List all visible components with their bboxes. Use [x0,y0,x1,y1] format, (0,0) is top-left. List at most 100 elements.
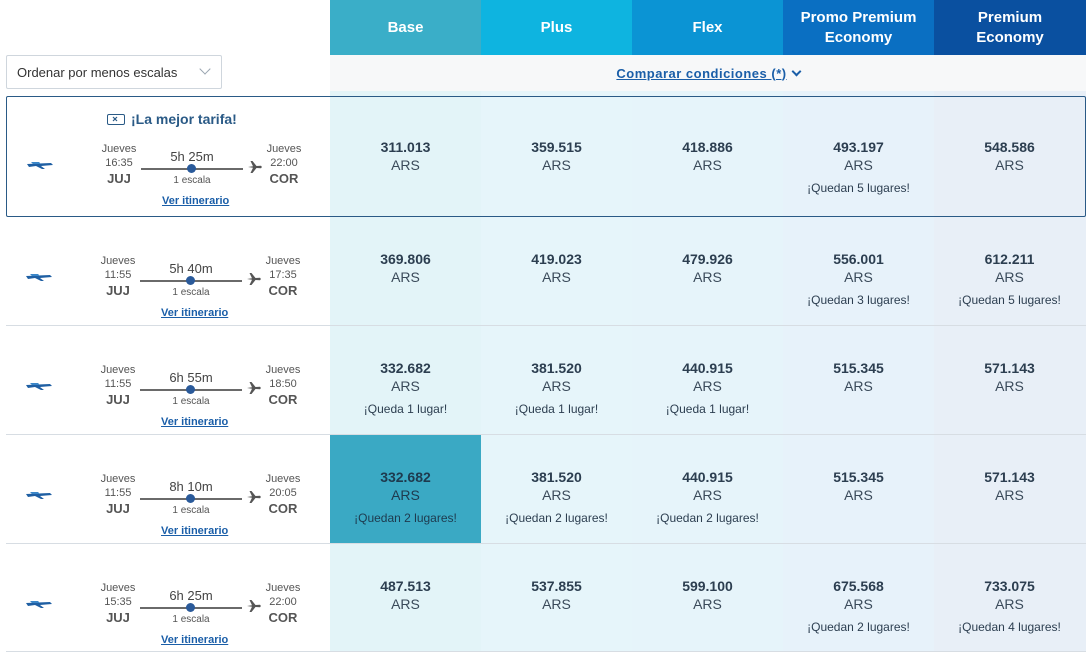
flight-row[interactable]: ¡La mejor tarifa! Jueves 16:35 JUJ 5h 25m 1 e… [6,96,1086,217]
airplane-icon [246,598,262,614]
airline-logo-icon [24,270,54,284]
stops-count: 1 escala [172,614,210,625]
departure-day: Jueves [100,255,136,267]
stop-dot [186,276,195,285]
route-line [140,603,242,613]
fare-currency: ARS [391,378,420,394]
fare-currency: ARS [995,378,1024,394]
fare-cell[interactable]: 675.568 ARS ¡Quedan 2 lugares! [783,544,934,651]
arrival-time: 18:50 [269,378,297,390]
departure-time: 16:35 [105,157,133,169]
fare-cell[interactable]: 419.023 ARS [481,217,632,325]
arrival-airport: COR [269,171,299,186]
arrival-info: Jueves 20:05 COR [263,473,303,516]
chevron-down-icon [791,66,802,76]
fare-cell[interactable]: 571.143 ARS [934,326,1085,434]
sort-dropdown-label: Ordenar por menos escalas [17,64,178,80]
departure-info: Jueves 15:35 JUJ [98,582,138,625]
flight-info: Jueves 11:55 JUJ 6h 55m 1 escala Jueves 18:50 C… [6,326,330,434]
fare-cell[interactable]: 311.013 ARS [330,97,481,216]
seats-left: ¡Queda 1 lugar! [363,402,448,416]
fare-price: 571.143 [984,360,1035,376]
fare-cell[interactable]: 479.926 ARS [632,217,783,325]
seats-left: ¡Quedan 5 lugares! [807,181,910,195]
fare-column-bg [632,91,783,652]
fare-cell[interactable]: 548.586 ARS [934,97,1085,216]
duration-text: 5h 25m [170,149,214,164]
fare-price: 612.211 [984,251,1035,267]
fare-price: 440.915 [682,360,733,376]
airline-logo-icon [24,379,54,393]
flight-info: Jueves 15:35 JUJ 6h 25m 1 escala Jueves 22:00 C… [6,544,330,651]
sort-dropdown[interactable]: Ordenar por menos escalas [6,55,222,89]
compare-conditions-link[interactable]: Comparar condiciones (*) [616,66,802,81]
fare-cell[interactable]: 418.886 ARS [632,97,783,216]
fare-price: 381.520 [531,360,582,376]
departure-airport: JUJ [106,283,130,298]
departure-day: Jueves [101,143,137,155]
fare-cell[interactable]: 612.211 ARS ¡Quedan 5 lugares! [934,217,1085,325]
fare-cell[interactable]: 359.515 ARS [481,97,632,216]
fare-price: 332.682 [380,469,431,485]
flight-row[interactable]: Jueves 11:55 JUJ 6h 55m 1 escala Jueves 18:50 C… [6,326,1086,435]
fare-cell[interactable]: 332.682 ARS ¡Queda 1 lugar! [330,326,481,434]
view-itinerary-link[interactable]: Ver itinerario [161,416,229,428]
departure-info: Jueves 16:35 JUJ [99,143,139,186]
fare-header-base[interactable]: Base [330,0,481,55]
stop-dot [186,603,195,612]
view-itinerary-link[interactable]: Ver itinerario [162,195,230,207]
stops-count: 1 escala [172,396,210,407]
fare-cell[interactable]: 733.075 ARS ¡Quedan 4 lugares! [934,544,1085,651]
departure-day: Jueves [100,364,136,376]
view-itinerary-link[interactable]: Ver itinerario [161,525,229,537]
fare-cell[interactable]: 381.520 ARS ¡Quedan 2 lugares! [481,435,632,543]
arrival-airport: COR [268,610,298,625]
fare-cell[interactable]: 332.682 ARS ¡Quedan 2 lugares! [330,435,481,543]
arrival-airport: COR [268,283,298,298]
fare-header-promo-premium-economy[interactable]: Promo Premium Economy [783,0,934,55]
fare-header-premium-economy[interactable]: Premium Economy [934,0,1086,55]
fare-cell[interactable]: 440.915 ARS ¡Quedan 2 lugares! [632,435,783,543]
fare-price: 369.806 [380,251,431,267]
fare-price: 440.915 [682,469,733,485]
flight-row[interactable]: Jueves 11:55 JUJ 5h 40m 1 escala Jueves 17:35 C… [6,217,1086,326]
fare-currency: ARS [693,487,722,503]
fare-cell[interactable]: 381.520 ARS ¡Queda 1 lugar! [481,326,632,434]
departure-info: Jueves 11:55 JUJ [98,364,138,407]
fare-currency: ARS [995,269,1024,285]
view-itinerary-link[interactable]: Ver itinerario [161,634,229,646]
fare-cell[interactable]: 599.100 ARS [632,544,783,651]
fare-header-flex[interactable]: Flex [632,0,783,55]
fare-cell[interactable]: 369.806 ARS [330,217,481,325]
airplane-icon [247,159,263,175]
fare-price: 537.855 [531,578,582,594]
fare-currency: ARS [542,378,571,394]
fare-currency: ARS [844,378,873,394]
seats-left: ¡Quedan 2 lugares! [807,620,910,634]
fare-price: 548.586 [984,139,1035,155]
flight-row[interactable]: Jueves 11:55 JUJ 8h 10m 1 escala Jueves 20:05 C… [6,435,1086,544]
fare-cell[interactable]: 556.001 ARS ¡Quedan 3 lugares! [783,217,934,325]
departure-time: 15:35 [104,596,132,608]
fare-cell[interactable]: 515.345 ARS [783,326,934,434]
seats-left: ¡Quedan 5 lugares! [958,293,1061,307]
seats-left: ¡Queda 1 lugar! [514,402,599,416]
fare-cell[interactable]: 515.345 ARS [783,435,934,543]
fare-cell[interactable]: 537.855 ARS [481,544,632,651]
fare-currency: ARS [693,378,722,394]
fare-currency: ARS [844,157,873,173]
view-itinerary-link[interactable]: Ver itinerario [161,307,229,319]
fare-cell[interactable]: 487.513 ARS [330,544,481,651]
fare-header-plus[interactable]: Plus [481,0,632,55]
stop-dot [186,385,195,394]
arrival-time: 22:00 [269,596,297,608]
fare-cell[interactable]: 493.197 ARS ¡Quedan 5 lugares! [783,97,934,216]
seats-left: ¡Quedan 2 lugares! [505,511,608,525]
airplane-icon [246,489,262,505]
fare-cell[interactable]: 571.143 ARS [934,435,1085,543]
fare-price: 419.023 [531,251,582,267]
flight-row[interactable]: Jueves 15:35 JUJ 6h 25m 1 escala Jueves 22:00 C… [6,544,1086,652]
fare-currency: ARS [693,157,722,173]
fare-cell[interactable]: 440.915 ARS ¡Queda 1 lugar! [632,326,783,434]
fare-price: 515.345 [833,469,884,485]
